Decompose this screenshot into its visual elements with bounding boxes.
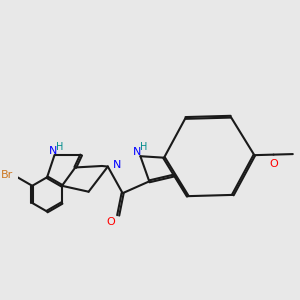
Text: N: N [133, 147, 141, 157]
Text: O: O [269, 159, 278, 169]
Text: N: N [113, 160, 122, 170]
Text: H: H [56, 142, 64, 152]
Text: H: H [140, 142, 147, 152]
Text: N: N [49, 146, 57, 156]
Text: Br: Br [1, 170, 13, 180]
Text: O: O [106, 218, 115, 227]
